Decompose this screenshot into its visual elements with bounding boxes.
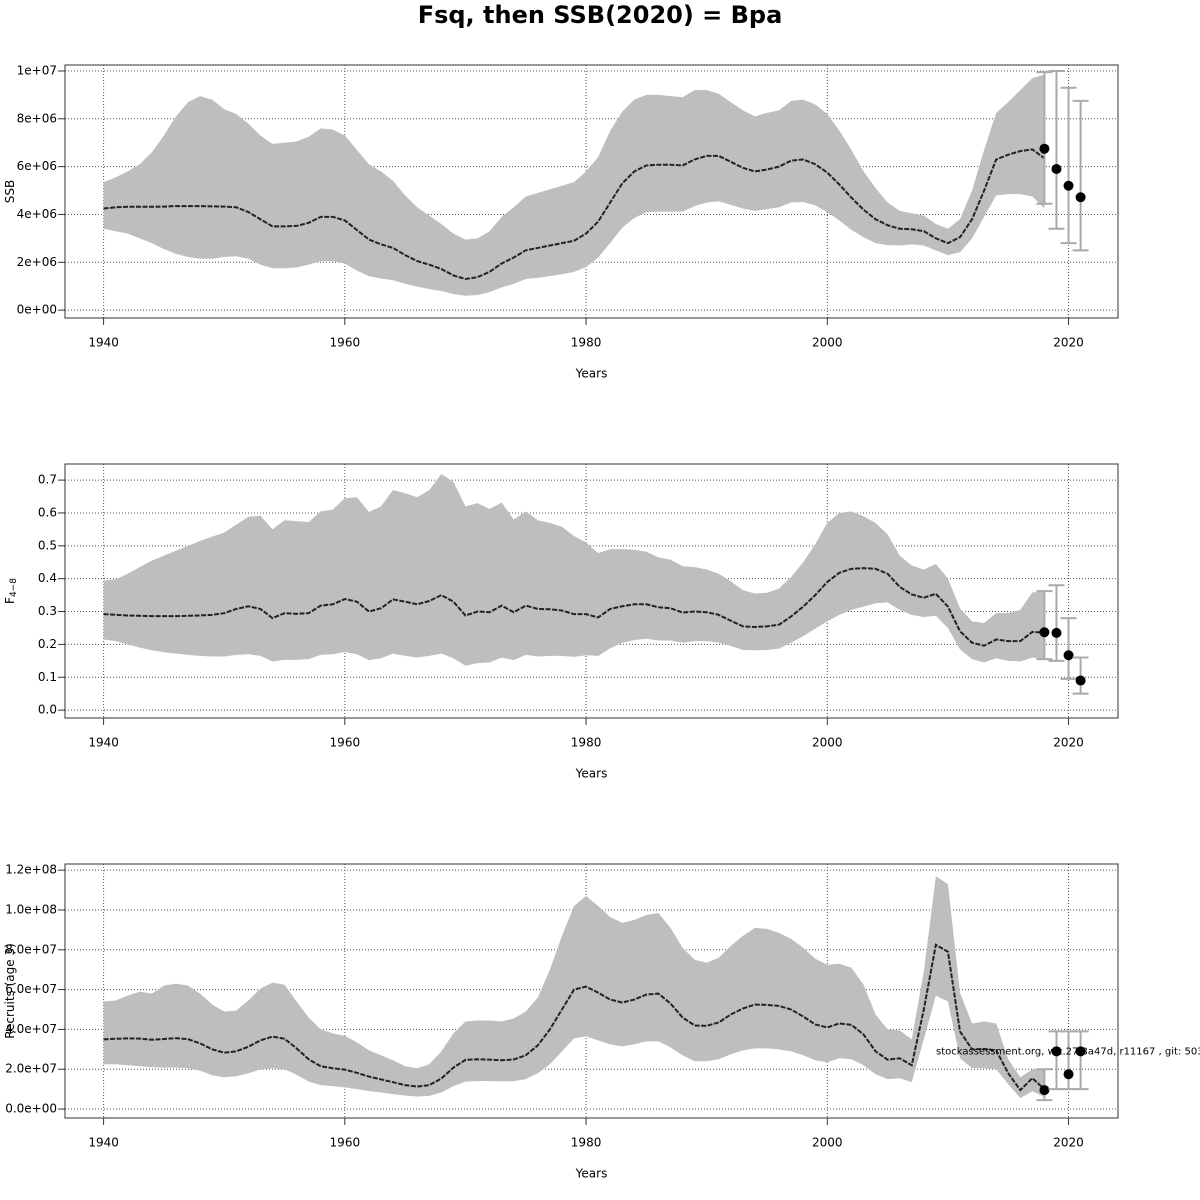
forecast-point [1039,627,1050,638]
y-tick-label: 6.0e+07 [5,982,57,996]
y-tick-label: 8.0e+07 [5,942,57,956]
y-tick-label: 4e+06 [17,207,57,221]
y-tick-label: 1.2e+08 [5,863,57,877]
estimate-line [103,943,1046,1092]
chart-title: Fsq, then SSB(2020) = Bpa [418,1,783,29]
forecast-point [1063,650,1074,661]
x-tick-label: 1980 [571,1136,602,1150]
forecast-point [1075,192,1086,203]
x-tick-label: 1960 [330,736,361,750]
forecast-point [1039,1085,1050,1096]
y-tick-label: 0.1 [38,670,57,684]
x-tick-label: 1960 [330,336,361,350]
x-axis-label: Years [575,367,608,381]
x-tick-label: 2020 [1053,736,1084,750]
estimate-line [103,567,1045,647]
x-tick-label: 1940 [88,1136,119,1150]
estimate-line [103,148,1046,281]
y-tick-label: 1.0e+08 [5,902,57,916]
y-axis-label-main: Recruits (age 3) [3,943,17,1039]
x-tick-label: 1940 [88,736,119,750]
note: stockassessment.org, wit.27.3a47d, r1116… [936,1046,1200,1057]
forecast-point [1051,627,1062,638]
y-tick-label: 0.7 [38,473,57,487]
plot-frame [64,64,1119,319]
plot-frame [64,863,1119,1119]
x-axis-label: Years [575,1167,608,1181]
x-tick-label: 2000 [812,736,843,750]
y-tick-label: 2.0e+07 [5,1062,57,1076]
forecast-point [1039,143,1050,154]
forecast-point [1075,1046,1086,1057]
x-tick-label: 2000 [812,336,843,350]
x-tick-label: 1980 [571,736,602,750]
y-axis-label-subscript: 4−8 [9,578,19,597]
y-tick-label: 0.3 [38,604,57,618]
x-tick-label: 2000 [812,1136,843,1150]
y-tick-label: 0.0e+00 [5,1102,57,1116]
y-axis-label: SSB [3,180,17,203]
confidence-band [103,74,1045,296]
x-tick-label: 2020 [1053,336,1084,350]
y-tick-label: 0.4 [38,571,57,585]
confidence-band [103,474,1045,666]
forecast-point [1075,675,1086,686]
x-tick-label: 1940 [88,336,119,350]
x-tick-label: 1980 [571,336,602,350]
plot-frame [64,463,1119,719]
y-axis-label-main: F [3,597,17,604]
y-axis-label-main: SSB [3,180,17,203]
y-tick-label: 0.6 [38,505,57,519]
forecast-point [1051,164,1062,175]
x-tick-label: 1960 [330,1136,361,1150]
forecast-point [1063,180,1074,191]
y-axis-label: F4−8 [3,578,19,604]
y-tick-label: 2e+06 [17,255,57,269]
y-axis-label: Recruits (age 3) [3,943,17,1039]
y-tick-label: 0.5 [38,538,57,552]
forecast-point [1051,1046,1062,1057]
y-tick-label: 4.0e+07 [5,1022,57,1036]
y-tick-label: 0.2 [38,637,57,651]
confidence-band [103,876,1045,1099]
forecast-point [1063,1069,1074,1080]
y-tick-label: 8e+06 [17,111,57,125]
x-axis-label: Years [575,767,608,781]
y-tick-label: 0.0 [38,703,57,717]
y-tick-label: 0e+00 [17,303,57,317]
y-tick-label: 1e+07 [17,63,57,77]
x-tick-label: 2020 [1053,1136,1084,1150]
y-tick-label: 6e+06 [17,159,57,173]
